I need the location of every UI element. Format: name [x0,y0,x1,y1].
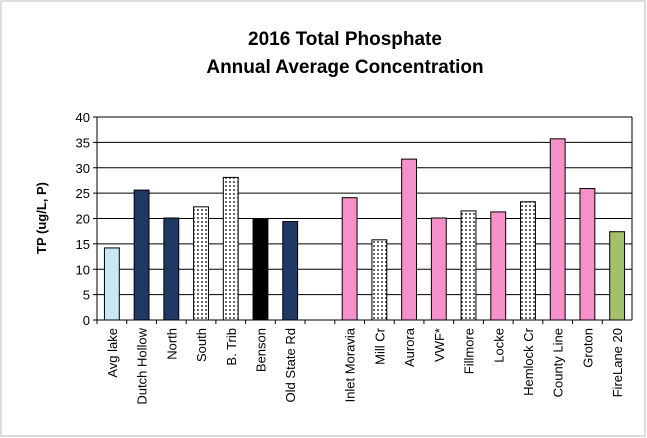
y-tick-label: 30 [76,161,90,176]
bar [252,218,269,321]
x-tick-label: Groton [580,328,595,368]
x-tick-label: Mill Cr [372,327,387,364]
y-tick-label: 5 [83,288,90,303]
y-tick-label: 10 [76,262,90,277]
y-tick-label: 20 [76,212,90,227]
x-tick-label: Locke [491,328,506,363]
x-tick-label: Hemlock Cr [521,327,536,396]
y-tick-label: 15 [76,237,90,252]
y-tick-label: 25 [76,186,90,201]
bar [430,217,447,321]
bar [103,247,120,321]
bar [222,176,239,321]
bar [401,158,418,321]
x-tick-label: VWF* [432,328,447,362]
x-tick-label: Benson [253,328,268,372]
x-tick-label: Dutch Hollow [135,327,150,404]
bar [371,239,388,321]
chart-title: 2016 Total Phosphate [248,29,442,50]
y-axis-label: TP (ug/L, P) [34,182,49,254]
x-tick-label: South [194,328,209,362]
x-tick-label: Aurora [402,327,417,367]
x-tick-label: North [164,328,179,360]
x-tick-label: County Line [551,328,566,397]
bar [460,210,477,321]
x-tick-label: Avg lake [105,328,120,378]
x-tick-label: Inlet Moravia [343,327,358,402]
bar [490,211,507,321]
x-tick-label: B. Trib [224,328,239,366]
y-tick-label: 40 [76,110,90,125]
bar [520,201,536,321]
y-tick-label: 35 [76,135,90,150]
bar [609,231,626,321]
bar [341,197,358,321]
bar [133,189,150,321]
bar [549,138,566,321]
bar [163,217,180,321]
y-tick-label: 0 [83,313,90,328]
x-tick-label: Old State Rd [283,328,298,402]
bar [282,221,299,321]
chart-title: Annual Average Concentration [206,57,483,78]
bar [579,188,596,321]
x-tick-label: Fillmore [462,328,477,374]
x-tick-label: FireLane 20 [610,328,625,397]
bar [193,206,209,321]
